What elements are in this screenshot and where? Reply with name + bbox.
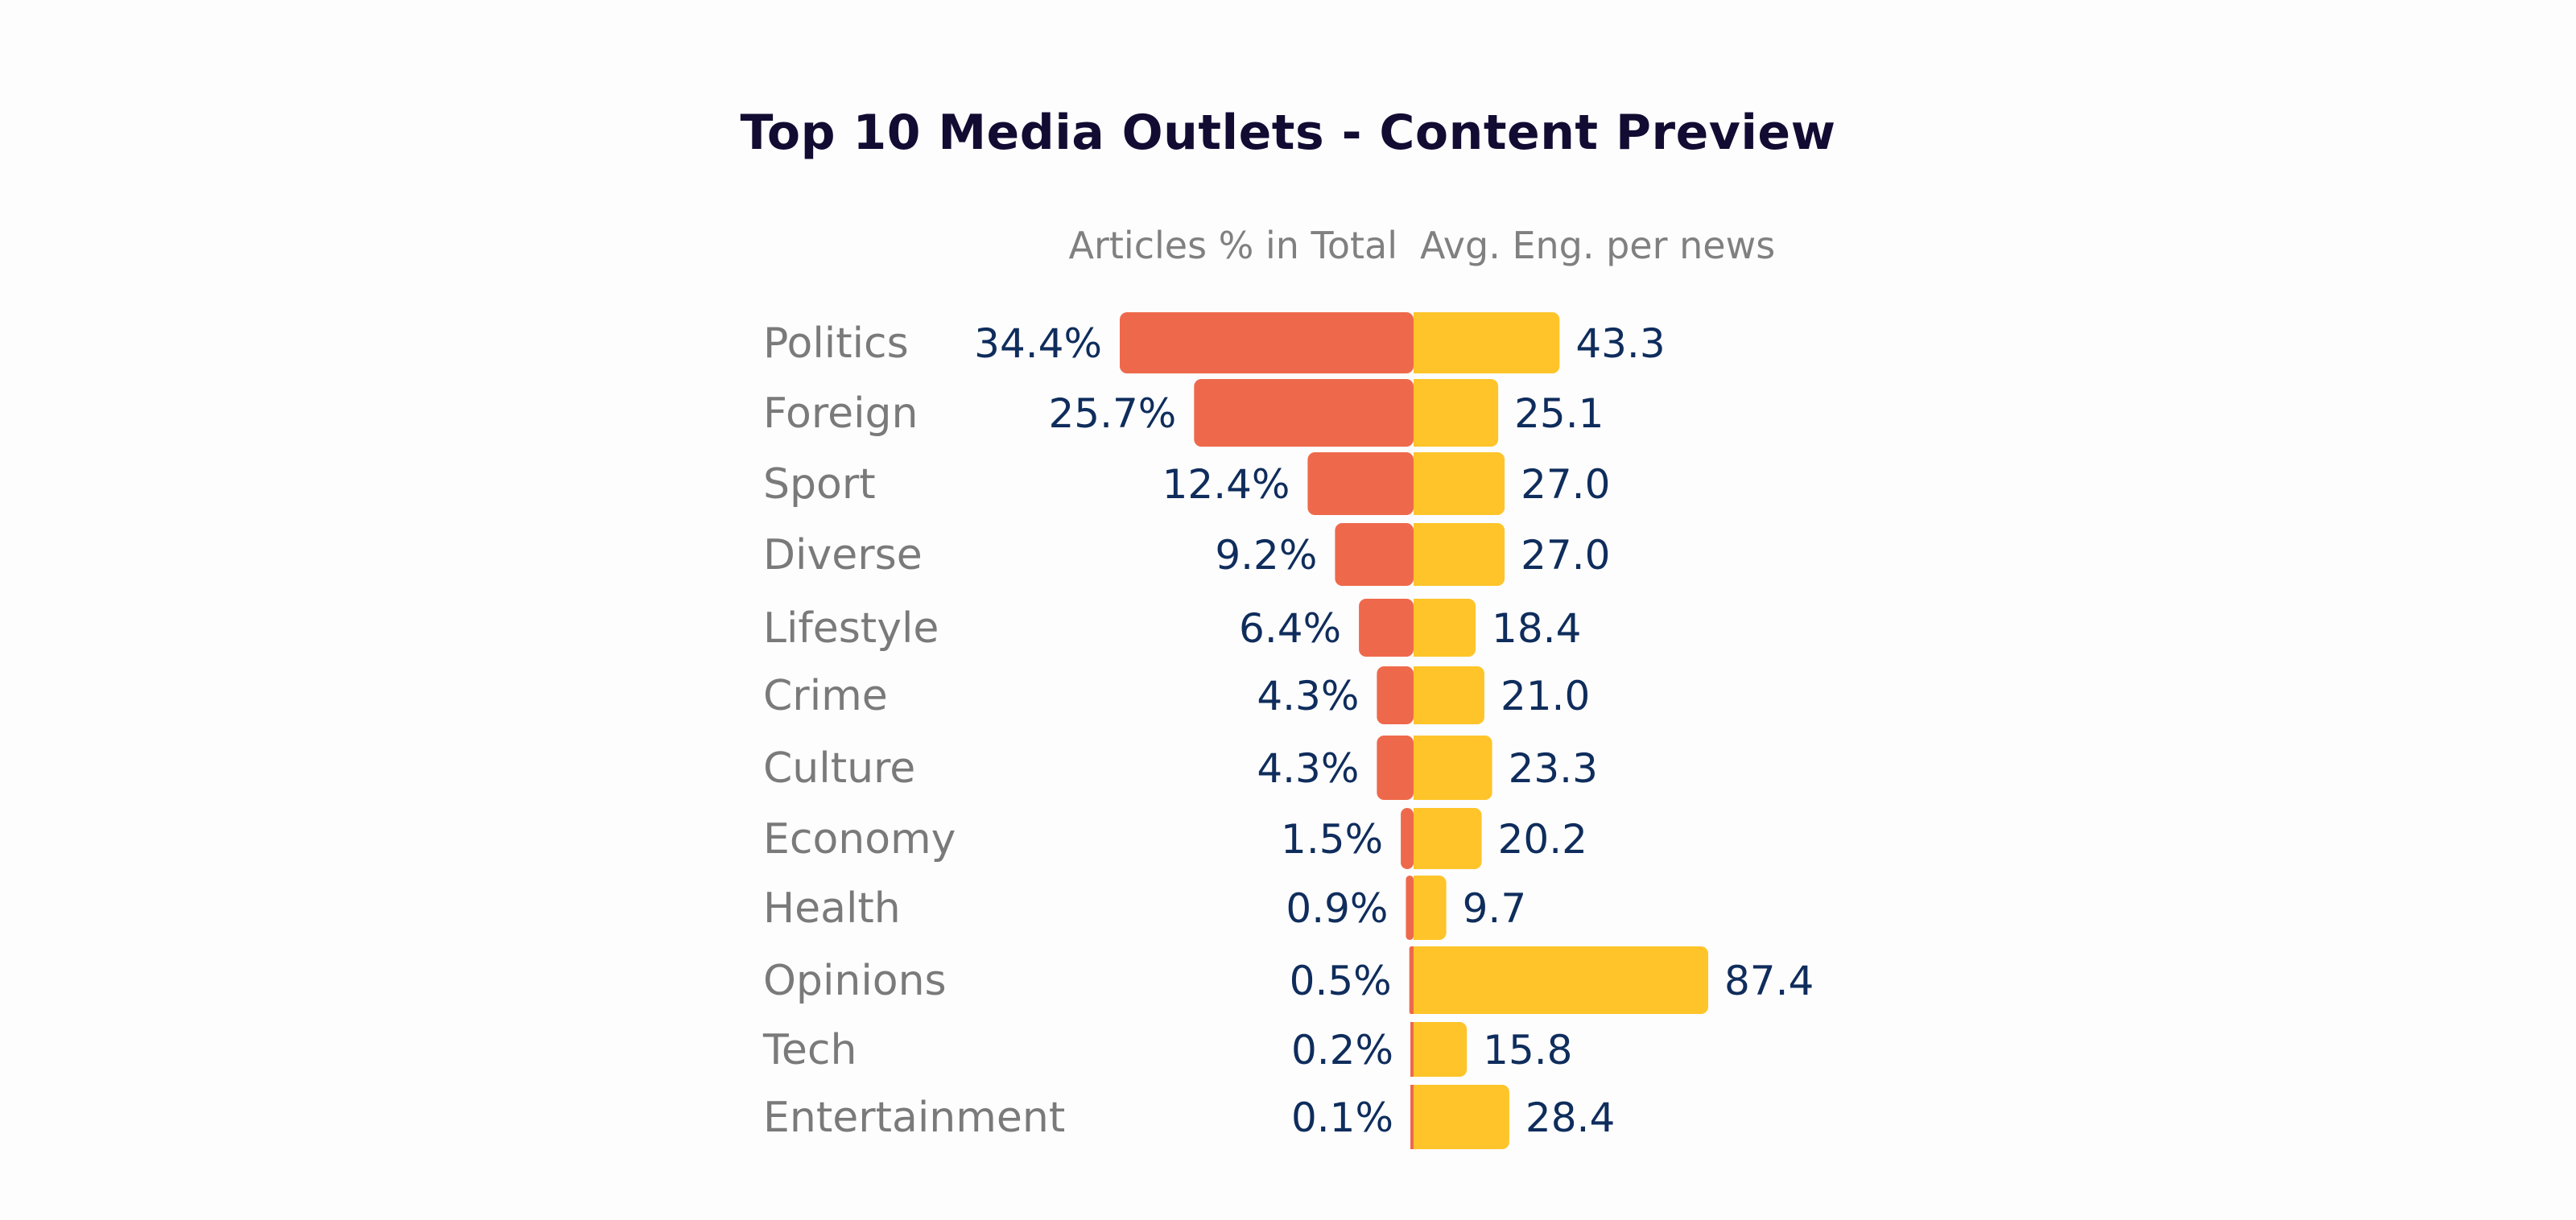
engagement-bar [1414,312,1560,373]
articles-bar [1194,379,1414,447]
articles-bar [1307,452,1414,515]
category-label: Crime [763,672,888,720]
category-label: Politics [763,319,909,368]
engagement-value-label: 27.0 [1521,532,1610,579]
articles-bar [1406,876,1414,940]
engagement-bar-edge [1414,312,1421,373]
engagement-bar [1414,1085,1509,1149]
engagement-bar-edge [1414,452,1421,515]
category-label: Culture [763,744,915,793]
engagement-bar [1414,452,1505,515]
engagement-bar [1414,946,1708,1014]
engagement-value-label: 25.1 [1514,390,1604,437]
category-label: Opinions [763,957,947,1005]
engagement-bar [1414,599,1476,657]
articles-value-label: 0.5% [1290,958,1392,1004]
engagement-value-label: 21.0 [1501,673,1590,719]
category-label: Tech [762,1026,857,1074]
articles-value-label: 12.4% [1162,461,1290,508]
chart-title: Top 10 Media Outlets - Content Preview [740,105,1836,161]
articles-bar [1401,808,1414,869]
category-label: Diverse [763,531,923,579]
engagement-value-label: 43.3 [1575,320,1665,367]
left-column-header: Articles % in Total [1068,224,1397,267]
engagement-value-label: 28.4 [1525,1094,1615,1141]
engagement-value-label: 18.4 [1492,605,1581,652]
engagement-bar-edge [1414,736,1421,800]
engagement-bar-edge [1414,599,1421,657]
category-label: Health [763,884,901,933]
articles-bar-seam [1410,1085,1414,1149]
articles-value-label: 25.7% [1048,390,1176,437]
engagement-bar [1414,1022,1468,1077]
articles-value-label: 6.4% [1239,605,1341,652]
engagement-bar [1414,808,1482,869]
engagement-value-label: 15.8 [1483,1027,1572,1074]
engagement-bar-edge [1414,808,1421,869]
engagement-bar-edge [1414,379,1421,447]
engagement-value-label: 20.2 [1498,816,1587,863]
engagement-value-label: 87.4 [1724,958,1814,1004]
engagement-value-label: 23.3 [1509,745,1598,792]
category-label: Foreign [763,389,919,438]
category-label: Sport [763,460,876,509]
engagement-value-label: 27.0 [1521,461,1610,508]
engagement-bar [1414,379,1499,447]
articles-bar-seam [1410,1022,1414,1077]
articles-bar [1359,599,1414,657]
articles-value-label: 0.9% [1286,885,1388,932]
engagement-value-label: 9.7 [1463,885,1527,932]
articles-bar [1335,523,1414,586]
articles-bar-seam [1410,946,1414,1014]
engagement-bar-edge [1414,523,1421,586]
articles-value-label: 4.3% [1257,745,1359,792]
articles-value-label: 34.4% [974,320,1102,367]
articles-value-label: 9.2% [1215,532,1317,579]
engagement-bar-edge [1414,876,1421,940]
engagement-bar [1414,523,1505,586]
articles-value-label: 0.2% [1291,1027,1393,1074]
category-label: Entertainment [763,1094,1065,1142]
articles-value-label: 4.3% [1257,673,1359,719]
engagement-bar-edge [1414,1085,1421,1149]
articles-bar [1377,666,1414,724]
engagement-bar-edge [1414,666,1421,724]
engagement-bar-edge [1414,1022,1421,1077]
category-label: Lifestyle [763,604,939,653]
engagement-bar-edge [1414,946,1421,1014]
engagement-bar [1414,876,1447,940]
engagement-bar [1414,736,1492,800]
category-label: Economy [763,815,956,863]
articles-bar [1120,312,1414,373]
engagement-bar [1414,666,1484,724]
articles-value-label: 1.5% [1281,816,1383,863]
articles-bar [1377,736,1414,800]
articles-value-label: 0.1% [1291,1094,1393,1141]
right-column-header: Avg. Eng. per news [1420,224,1776,267]
